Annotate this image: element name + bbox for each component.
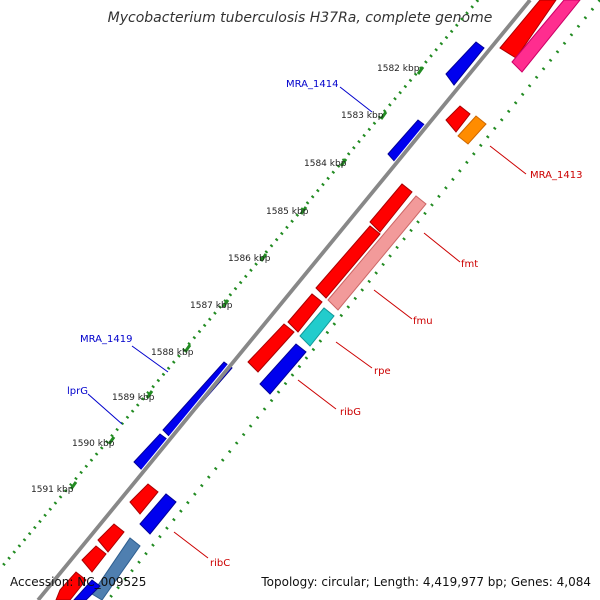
gene-arrow-forward[interactable] — [315, 225, 381, 299]
gene-label-rpe[interactable]: rpe — [374, 366, 391, 377]
tick-label: 1586 kbp — [228, 254, 271, 264]
gene-label-lprg[interactable]: lprG — [67, 386, 88, 397]
gene-arrow-fmt[interactable] — [369, 183, 413, 233]
leader-lines — [87, 86, 527, 559]
feature-ribc — [91, 537, 141, 600]
genome-stats-text: Topology: circular; Length: 4,419,977 bp… — [260, 575, 591, 589]
tick-label: 1584 kbp — [304, 159, 347, 169]
tick-label: 1589 kbp — [112, 393, 155, 403]
reverse-strand-genes — [133, 41, 485, 471]
tick-label: 1583 kbp — [341, 111, 384, 121]
tick-label: 1587 kbp — [190, 301, 233, 311]
feature-ribg — [259, 343, 307, 395]
genome-title: Mycobacterium tuberculosis H37Ra, comple… — [108, 10, 493, 26]
gene-label-mra1413[interactable]: MRA_1413 — [530, 170, 582, 181]
gene-arrow-forward[interactable] — [129, 483, 159, 515]
gene-arrow-forward[interactable] — [445, 105, 471, 133]
gene-arrow-forward[interactable] — [81, 545, 107, 573]
gene-arrow-reverse[interactable] — [445, 41, 485, 86]
gene-label-mra1419[interactable]: MRA_1419 — [80, 334, 132, 345]
gene-arrow-forward[interactable] — [97, 523, 125, 553]
feature-top — [511, 0, 581, 73]
gene-label-ribc[interactable]: ribC — [210, 558, 230, 569]
gene-labels: MRA_1414 MRA_1413 fmt fmu MRA_1419 rpe l… — [67, 79, 582, 569]
tick-label: 1590 kbp — [72, 439, 115, 449]
outer-tick-ring — [0, 0, 480, 570]
gene-arrow-mra1414[interactable] — [387, 119, 427, 164]
tick-labels: 1582 kbp 1583 kbp 1584 kbp 1585 kbp 1586… — [31, 64, 425, 495]
gene-arrow-forward[interactable] — [287, 293, 323, 333]
gene-arrow-forward[interactable] — [55, 571, 87, 600]
backbone-highlight — [34, 0, 528, 600]
gene-label-mra1414[interactable]: MRA_1414 — [286, 79, 338, 90]
inner-tick-ring — [106, 0, 600, 600]
accession-text: Accession: NC_009525 — [10, 575, 146, 589]
feature-fmu — [327, 195, 427, 311]
genome-backbone — [36, 0, 532, 600]
gene-label-fmu[interactable]: fmu — [413, 316, 433, 327]
feature-mra1413 — [457, 115, 487, 145]
feature-forward-small — [139, 493, 177, 535]
tick-label: 1588 kbp — [151, 348, 194, 358]
gene-label-fmt[interactable]: fmt — [461, 259, 478, 270]
feature-track — [73, 0, 581, 600]
forward-strand-genes — [55, 0, 557, 600]
feature-rpe — [299, 307, 335, 347]
tick-label: 1591 kbp — [31, 485, 74, 495]
gene-label-ribg[interactable]: ribG — [340, 407, 361, 418]
gene-arrow-forward[interactable] — [247, 323, 295, 373]
gene-arrow-forward[interactable] — [499, 0, 557, 59]
tick-label: 1582 kbp — [377, 64, 420, 74]
feature-bottom — [73, 579, 101, 600]
tick-label: 1585 kbp — [266, 207, 309, 217]
